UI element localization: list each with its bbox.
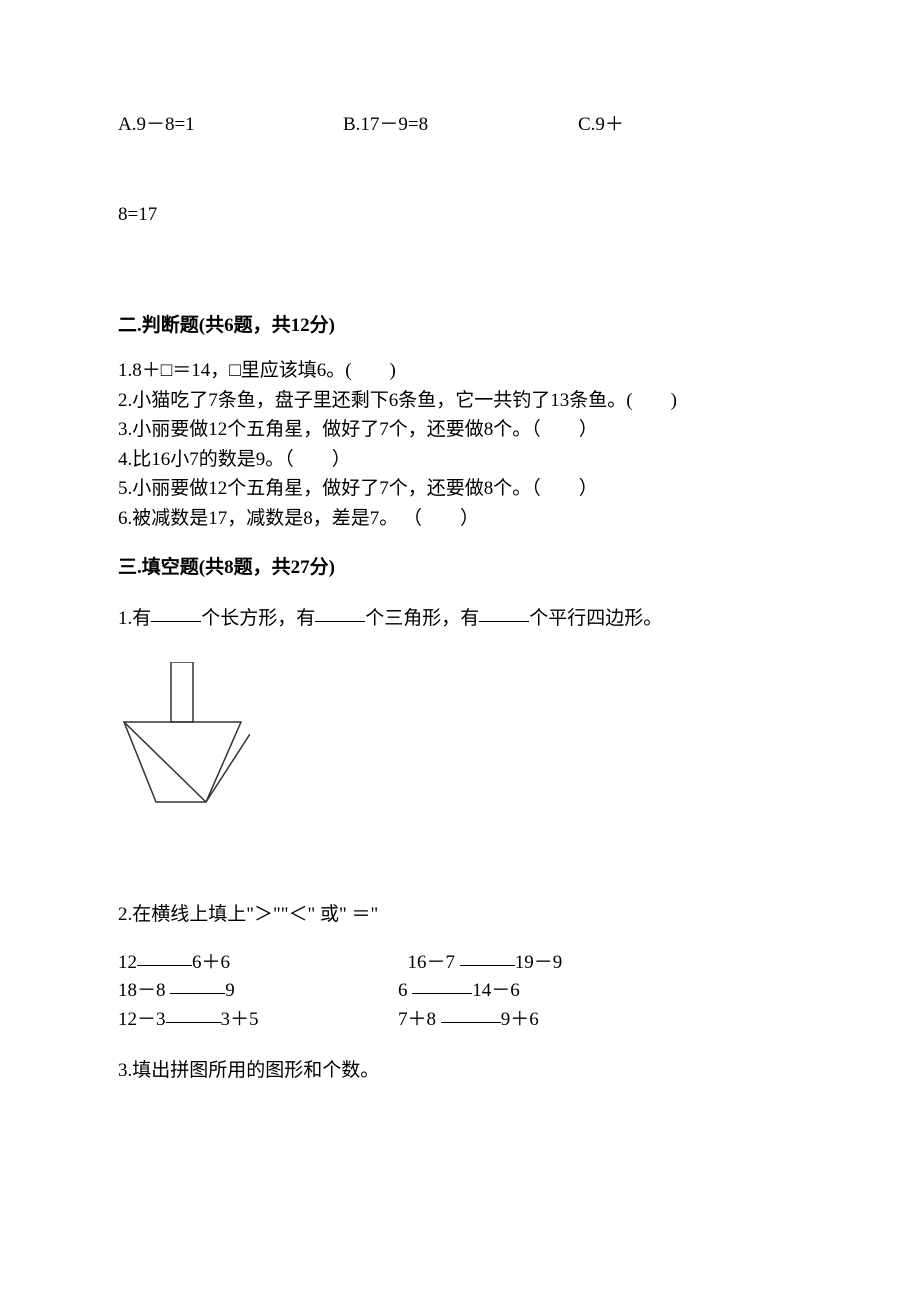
option-b: B.17－9=8 — [343, 110, 578, 140]
compare-1-left: 12 6＋6 — [118, 949, 398, 978]
s2-q2: 2.小猫吃了7条鱼，盘子里还剩下6条鱼，它一共钓了13条鱼。( ) — [118, 387, 802, 416]
s3-q1-prefix: 1.有 — [118, 608, 151, 629]
blank-parallelogram-count — [479, 604, 529, 622]
compare-row-2: 18－8 9 6 14－6 — [118, 977, 802, 1006]
s3-q3: 3.填出拼图所用的图形和个数。 — [118, 1056, 802, 1086]
c3l-pre: 12－3 — [118, 1009, 166, 1030]
blank-c2r — [412, 976, 472, 994]
blank-c1l — [137, 948, 192, 966]
s3-q2: 2.在横线上填上"＞""＜" 或" ＝" — [118, 900, 802, 930]
arrow-figure — [116, 662, 802, 840]
blank-c3l — [166, 1005, 221, 1023]
section-2: 二.判断题(共6题，共12分) 1.8＋□＝14，□里应该填6。( ) 2.小猫… — [118, 311, 802, 533]
s2-q3: 3.小丽要做12个五角星，做好了7个，还要做8个。（ ） — [118, 416, 802, 445]
c1r-pre: 16－7 — [408, 952, 460, 973]
s2-q4: 4.比16小7的数是9。（ ） — [118, 446, 802, 475]
c1r-post: 19－9 — [515, 952, 563, 973]
compare-row-1: 12 6＋6 16－7 19－9 — [118, 949, 802, 978]
compare-3-left: 12－3 3＋5 — [118, 1006, 398, 1035]
blank-rectangle-count — [151, 604, 201, 622]
s3-q1: 1.有 个长方形，有 个三角形，有 个平行四边形。 — [118, 604, 802, 634]
top-options-row: A.9－8=1 B.17－9=8 C.9＋ — [118, 110, 802, 140]
s3-q1-mid1: 个长方形，有 — [201, 608, 315, 629]
c3r-pre: 7＋8 — [398, 1009, 441, 1030]
c1l-pre: 12 — [118, 952, 137, 973]
s2-q1: 1.8＋□＝14，□里应该填6。( ) — [118, 357, 802, 386]
arrow-svg — [116, 662, 250, 830]
c2r-post: 14－6 — [472, 980, 520, 1001]
s3-q1-suffix: 个平行四边形。 — [529, 608, 662, 629]
compare-1-right: 16－7 19－9 — [398, 949, 802, 978]
s3-q1-mid2: 个三角形，有 — [365, 608, 479, 629]
s2-q5: 5.小丽要做12个五角星，做好了7个，还要做8个。（ ） — [118, 475, 802, 504]
s2-q6: 6.被减数是17，减数是8，差是7。 （ ） — [118, 505, 802, 534]
comparison-grid: 12 6＋6 16－7 19－9 18－8 9 6 14－6 12－3 3＋5 7＋… — [118, 949, 802, 1035]
section-2-header: 二.判断题(共6题，共12分) — [118, 311, 802, 341]
c3l-post: 3＋5 — [221, 1009, 259, 1030]
compare-3-right: 7＋8 9＋6 — [398, 1006, 802, 1035]
section-3-header: 三.填空题(共8题，共27分) — [118, 553, 802, 583]
compare-2-right: 6 14－6 — [398, 977, 802, 1006]
blank-c2l — [170, 976, 225, 994]
option-c-continuation: 8=17 — [118, 200, 802, 230]
blank-c3r — [441, 1005, 501, 1023]
blank-triangle-count — [315, 604, 365, 622]
option-a: A.9－8=1 — [118, 110, 343, 140]
c2l-pre: 18－8 — [118, 980, 170, 1001]
c1l-post: 6＋6 — [192, 952, 230, 973]
c2r-pre: 6 — [398, 980, 412, 1001]
c3r-post: 9＋6 — [501, 1009, 539, 1030]
option-c: C.9＋ — [578, 110, 802, 140]
compare-2-left: 18－8 9 — [118, 977, 398, 1006]
blank-c1r — [460, 948, 515, 966]
c2l-post: 9 — [225, 980, 235, 1001]
compare-row-3: 12－3 3＋5 7＋8 9＋6 — [118, 1006, 802, 1035]
